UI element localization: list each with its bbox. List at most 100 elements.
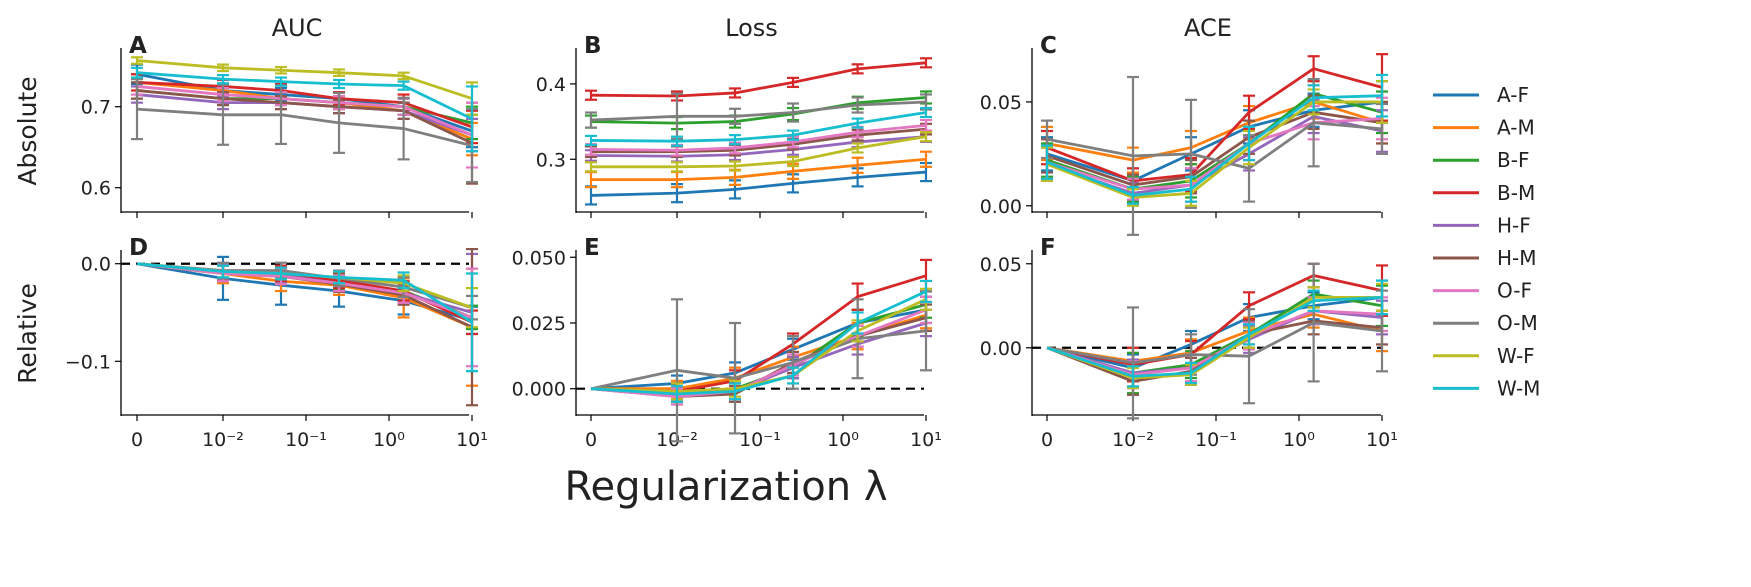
series-line	[590, 100, 927, 122]
series-line	[590, 308, 927, 398]
series-W-M	[136, 262, 478, 373]
panel-title: AUC	[272, 14, 323, 42]
legend-label: H-F	[1497, 213, 1531, 237]
series-line	[590, 111, 927, 143]
legend-item: B-M	[1433, 181, 1535, 205]
x-tick-label: 0	[1041, 429, 1053, 451]
x-tick-label: 10⁻¹	[1195, 429, 1237, 451]
legend-item: W-M	[1433, 376, 1540, 400]
panel-title: Loss	[725, 14, 778, 42]
y-tick-label: 0.00	[980, 338, 1022, 360]
panel-A: 0.6 0.7 AUC A Absolute	[13, 14, 478, 218]
series-line	[1046, 121, 1383, 170]
series-line	[136, 71, 473, 121]
panel-F: 0 10⁻² 10⁻¹ 10⁰ 10¹ 0.00 0.05 F	[980, 235, 1398, 451]
legend-label: O-M	[1497, 311, 1538, 335]
y-tick-label: 0.3	[536, 149, 566, 171]
legend-item: A-F	[1433, 83, 1529, 107]
series-line	[136, 262, 473, 319]
series-line	[590, 135, 927, 158]
series-O-F	[131, 77, 478, 169]
y-tick-label: 0.025	[512, 313, 566, 335]
panel-letter: B	[584, 33, 602, 59]
series-line	[590, 96, 927, 125]
series-line	[590, 290, 927, 396]
x-tick-label: 10¹	[1366, 429, 1398, 451]
y-tick-label: 0.7	[81, 97, 111, 119]
series-line	[1046, 295, 1383, 378]
y-tick-label: 0.05	[980, 92, 1022, 114]
x-tick-label: 10⁰	[827, 429, 859, 451]
series-B-F	[585, 90, 932, 131]
series-A-F	[585, 161, 932, 206]
legend-item: W-F	[1433, 344, 1535, 368]
legend-label: B-M	[1497, 181, 1535, 205]
series-O-M	[1046, 262, 1388, 420]
panel-letter: C	[1040, 33, 1057, 59]
series-O-F	[136, 262, 478, 368]
legend-label: W-F	[1497, 344, 1535, 368]
panel-letter: F	[1040, 235, 1056, 261]
panel-B: 0.3 0.4 Loss B	[536, 14, 932, 218]
series-line	[591, 157, 927, 182]
y-tick-label: −0.1	[65, 351, 111, 373]
series-B-M	[585, 57, 932, 102]
x-tick-label: 10⁻¹	[285, 429, 327, 451]
x-tick-label: 0	[131, 429, 143, 451]
x-axis-label: Regularization λ	[564, 464, 887, 510]
series-line	[1046, 110, 1383, 187]
panel-letter: D	[129, 235, 148, 261]
series-line	[136, 59, 473, 100]
legend-item: H-F	[1433, 213, 1531, 237]
series-line	[591, 127, 927, 154]
series-A-M	[136, 262, 478, 387]
y-tick-label: 0.6	[81, 178, 111, 200]
series-W-M	[1046, 279, 1388, 388]
series-line	[1046, 117, 1383, 191]
panel-D: 0 10⁻² 10⁻¹ 10⁰ 10¹ 0.0 −0.1 D Relative	[13, 235, 488, 451]
series-line	[1046, 100, 1383, 162]
series-line	[590, 123, 927, 152]
series-line	[590, 61, 927, 98]
x-tick-label: 10¹	[456, 429, 488, 451]
legend: A-F A-M B-F B-M H-F H-M O-F O-M W-F W-M	[1433, 83, 1540, 400]
legend-label: A-M	[1497, 116, 1535, 140]
legend-label: H-M	[1497, 246, 1537, 270]
series-line	[136, 89, 473, 145]
series-O-M	[590, 290, 932, 443]
legend-item: A-M	[1433, 116, 1535, 140]
legend-label: O-F	[1497, 279, 1532, 303]
row-label: Relative	[13, 283, 42, 384]
panel-letter: A	[129, 33, 147, 59]
x-tick-label: 10⁰	[1283, 429, 1315, 451]
x-tick-label: 10⁰	[373, 429, 405, 451]
y-tick-label: 0.000	[512, 379, 566, 401]
panel-C: 0.00 0.05 ACE C	[980, 14, 1388, 236]
y-tick-label: 0.05	[980, 254, 1022, 276]
series-W-F	[585, 131, 932, 173]
y-tick-label: 0.4	[536, 74, 566, 96]
series-line	[136, 262, 473, 324]
x-tick-label: 10⁻¹	[739, 429, 781, 451]
series-line	[1046, 100, 1382, 199]
series-W-M	[131, 66, 478, 153]
series-line	[136, 107, 473, 147]
series-W-M	[585, 106, 932, 147]
series-line	[591, 135, 927, 169]
series-line	[136, 85, 473, 137]
legend-item: H-M	[1433, 246, 1537, 270]
series-line	[590, 274, 927, 393]
series-W-M	[590, 279, 932, 403]
legend-label: B-F	[1497, 148, 1529, 172]
x-tick-label: 10⁻²	[202, 429, 244, 451]
legend-item: O-M	[1433, 311, 1538, 335]
series-line	[590, 170, 927, 197]
y-tick-label: 0.0	[81, 254, 111, 276]
x-tick-label: 10¹	[910, 429, 942, 451]
series-W-F	[590, 287, 932, 401]
series-O-M	[585, 92, 932, 141]
series-line	[590, 329, 927, 391]
x-tick-label: 10⁻²	[1112, 429, 1154, 451]
